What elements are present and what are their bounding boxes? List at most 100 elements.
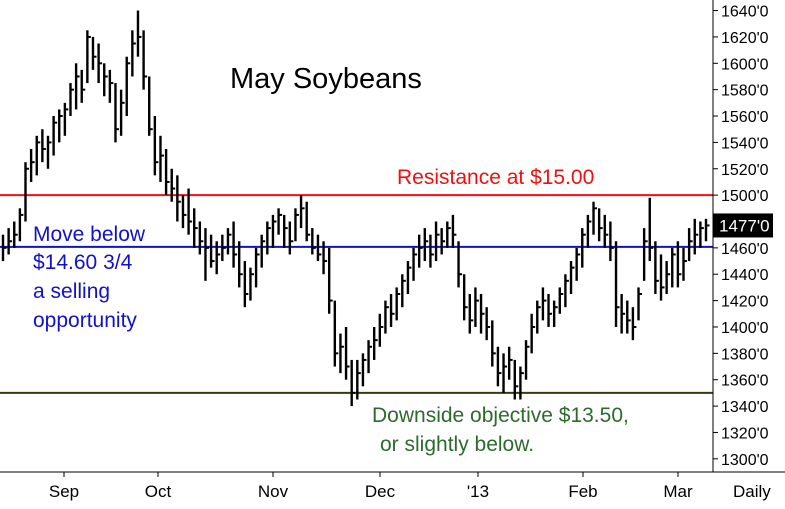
price-bar [69, 83, 74, 117]
price-bar [13, 221, 18, 248]
price-bar [401, 274, 406, 308]
y-tick-label: 1400'0 [721, 320, 769, 337]
y-tick-label: 1420'0 [721, 294, 769, 311]
price-bar [333, 300, 339, 367]
price-bar [142, 30, 148, 90]
price-bar [52, 116, 58, 156]
price-bar [103, 63, 108, 97]
price-bar [676, 241, 682, 288]
price-bar [479, 294, 485, 334]
sell-annotation-line: Move below [33, 223, 146, 246]
price-bar [86, 30, 91, 84]
price-bar [609, 221, 614, 262]
price-bar [344, 326, 350, 380]
price-bar [243, 261, 249, 308]
price-bar [564, 274, 569, 308]
sell-annotation-line: $14.60 3/4 [33, 251, 133, 274]
price-bar [586, 214, 592, 248]
price-bar [299, 195, 305, 229]
price-bar [524, 340, 530, 380]
price-bar [74, 63, 80, 110]
price-bar [378, 313, 384, 347]
price-bar [322, 241, 328, 275]
price-bar [558, 287, 564, 314]
y-tick-label: 1440'0 [721, 267, 769, 284]
price-bar [367, 340, 373, 374]
price-bar [288, 221, 294, 255]
price-bar [597, 208, 603, 242]
price-bar [406, 261, 412, 295]
price-bar [283, 214, 288, 248]
price-bar [249, 267, 254, 301]
objective-annotation-line: or slightly below. [380, 433, 534, 456]
y-tick-label: 1580'0 [721, 83, 769, 100]
price-bar [294, 208, 299, 242]
price-bar [581, 228, 586, 268]
y-tick-label: 1320'0 [721, 425, 769, 442]
price-bar [474, 287, 479, 327]
price-bar [131, 30, 136, 77]
price-bar [311, 228, 316, 255]
price-bar [440, 228, 446, 255]
price-bar [457, 241, 463, 288]
price-bar [18, 208, 24, 242]
x-axis-ticks: Sep Oct Nov Dec '13 Feb Mar [49, 472, 693, 501]
price-bar [187, 188, 193, 235]
price-bar [485, 307, 491, 341]
price-bar [254, 247, 260, 288]
price-bar [170, 168, 176, 202]
price-bar [631, 307, 637, 341]
price-bar [699, 221, 704, 248]
price-bar [24, 162, 29, 222]
price-bar [603, 214, 609, 248]
y-tick-label: 1500'0 [721, 188, 769, 205]
price-bar [569, 261, 575, 295]
y-tick-label: 1560'0 [721, 109, 769, 126]
frequency-label: Daily [733, 482, 771, 501]
price-bar [41, 129, 46, 163]
price-bar [462, 274, 468, 321]
price-bar [361, 353, 367, 387]
objective-annotation: Downside objective $13.50, or slightly b… [372, 404, 629, 456]
price-bar [693, 218, 699, 255]
price-bar [536, 300, 541, 334]
x-tick-label: Sep [49, 482, 79, 501]
price-bar [181, 195, 187, 229]
price-bar [119, 89, 125, 136]
price-bars [1, 10, 710, 407]
price-bar [277, 208, 283, 235]
price-bar [372, 326, 378, 360]
price-bar [164, 148, 170, 196]
price-bar [97, 43, 103, 84]
x-tick-label: Nov [258, 482, 289, 501]
price-bar [541, 287, 547, 321]
price-bar [125, 56, 131, 117]
price-bar [215, 241, 221, 275]
price-bar [91, 36, 97, 70]
price-bar [226, 228, 232, 255]
price-bar [209, 234, 215, 268]
price-bar [502, 353, 508, 393]
price-bar [451, 214, 457, 248]
price-bar [687, 228, 693, 262]
price-bar [204, 228, 209, 281]
price-bar [339, 333, 344, 374]
price-bar [271, 214, 277, 248]
price-bar [446, 221, 451, 248]
x-tick-label: Dec [365, 482, 396, 501]
price-bar [626, 300, 631, 334]
x-tick-label: Oct [145, 482, 172, 501]
x-tick-label: '13 [467, 482, 489, 501]
price-bar [389, 294, 395, 327]
price-bar [193, 208, 198, 248]
sell-annotation: Move below $14.60 3/4 a selling opportun… [33, 223, 146, 332]
last-price-label: 1477'0 [719, 216, 770, 235]
price-bar [266, 221, 271, 255]
y-tick-label: 1600'0 [721, 56, 769, 73]
price-bar [46, 135, 52, 169]
price-bar [1, 234, 7, 262]
price-bar [305, 201, 311, 242]
price-bar [260, 234, 266, 268]
